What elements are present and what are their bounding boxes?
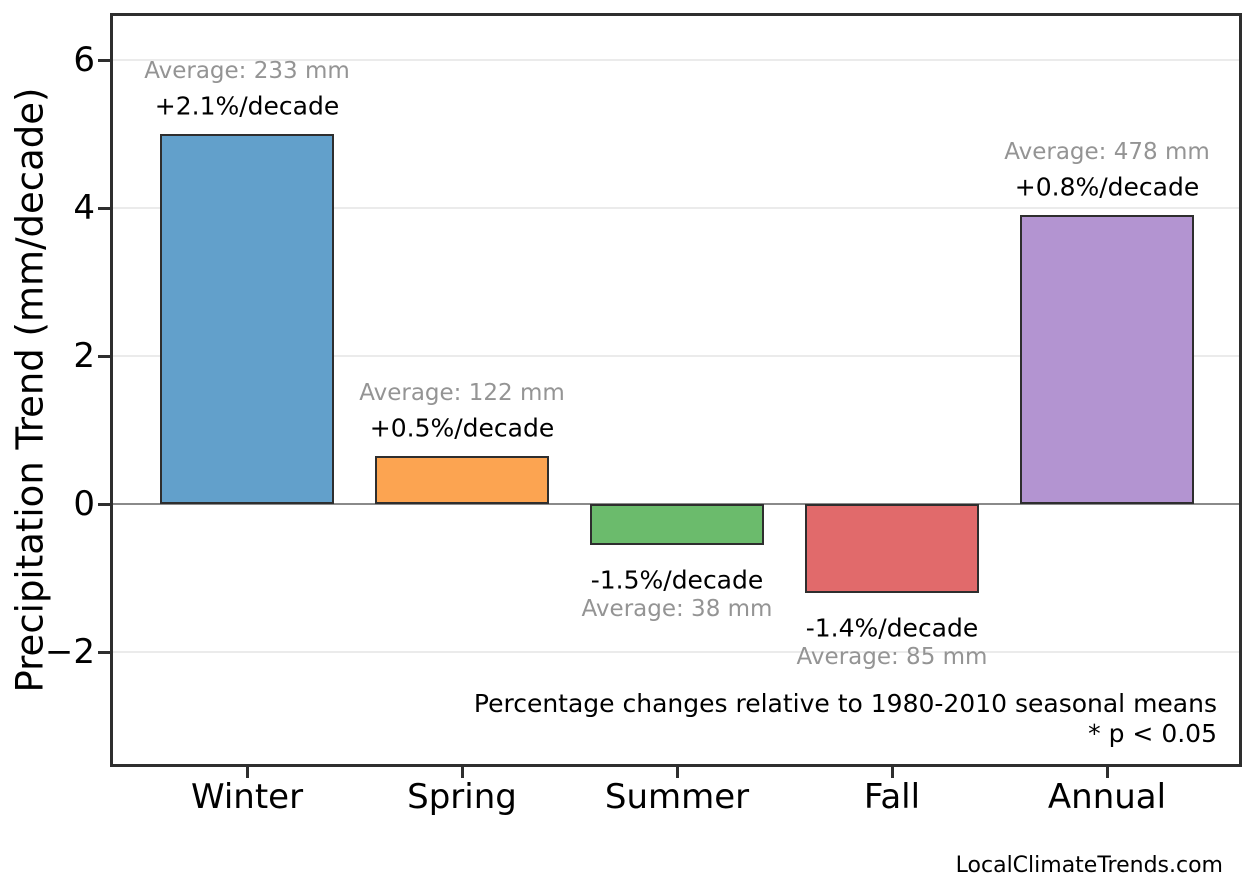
watermark-text: LocalClimateTrends.com <box>955 853 1223 878</box>
y-axis-tick-label: 0 <box>73 484 95 524</box>
bar-summer <box>590 504 764 545</box>
footnote-percentage-basis: Percentage changes relative to 1980-2010… <box>473 689 1217 718</box>
bar-label-average-annual: Average: 478 mm <box>1004 139 1210 166</box>
bar-label-percent-annual: +0.8%/decade <box>1014 172 1200 202</box>
y-axis-tick <box>98 651 111 654</box>
bar-label-percent-fall: -1.4%/decade <box>805 613 979 643</box>
y-axis-title: Precipitation Trend (mm/decade) <box>8 87 52 693</box>
x-axis-tick-label-summer: Summer <box>604 777 750 817</box>
gridline <box>113 59 1239 61</box>
bar-spring <box>375 455 549 504</box>
gridline <box>113 207 1239 209</box>
gridline <box>113 355 1239 357</box>
gridline <box>113 651 1239 653</box>
y-axis-tick <box>98 207 111 210</box>
bar-label-average-summer: Average: 38 mm <box>581 595 773 622</box>
x-axis-tick-label-winter: Winter <box>190 777 304 817</box>
x-axis-tick-spring <box>461 767 464 778</box>
bar-label-average-winter: Average: 233 mm <box>144 58 350 84</box>
bar-winter <box>160 134 334 504</box>
bar-label-average-fall: Average: 85 mm <box>796 643 988 670</box>
x-axis-tick-label-annual: Annual <box>1047 777 1167 817</box>
x-axis-tick-summer <box>676 767 679 778</box>
bar-label-percent-spring: +0.5%/decade <box>369 413 555 443</box>
bar-label-percent-winter: +2.1%/decade <box>154 91 340 121</box>
x-axis-tick-fall <box>891 767 894 778</box>
bar-label-percent-summer: -1.5%/decade <box>590 565 764 595</box>
x-axis-tick-label-spring: Spring <box>407 777 517 817</box>
x-axis-tick-annual <box>1106 767 1109 778</box>
y-axis-tick <box>98 59 111 62</box>
y-axis-tick-label: −2 <box>44 632 95 672</box>
y-axis-tick-label: 2 <box>73 336 95 376</box>
bar-label-average-spring: Average: 122 mm <box>359 379 565 406</box>
bar-fall <box>805 504 979 593</box>
bar-annual <box>1020 215 1194 504</box>
y-axis-tick <box>98 355 111 358</box>
y-axis-tick-label: 6 <box>73 40 95 80</box>
x-axis-tick-label-fall: Fall <box>863 777 921 817</box>
y-axis-tick <box>98 503 111 506</box>
x-axis-tick-winter <box>246 767 249 778</box>
footnote-significance: * p < 0.05 <box>1088 719 1217 748</box>
y-axis-tick-label: 4 <box>73 188 95 228</box>
